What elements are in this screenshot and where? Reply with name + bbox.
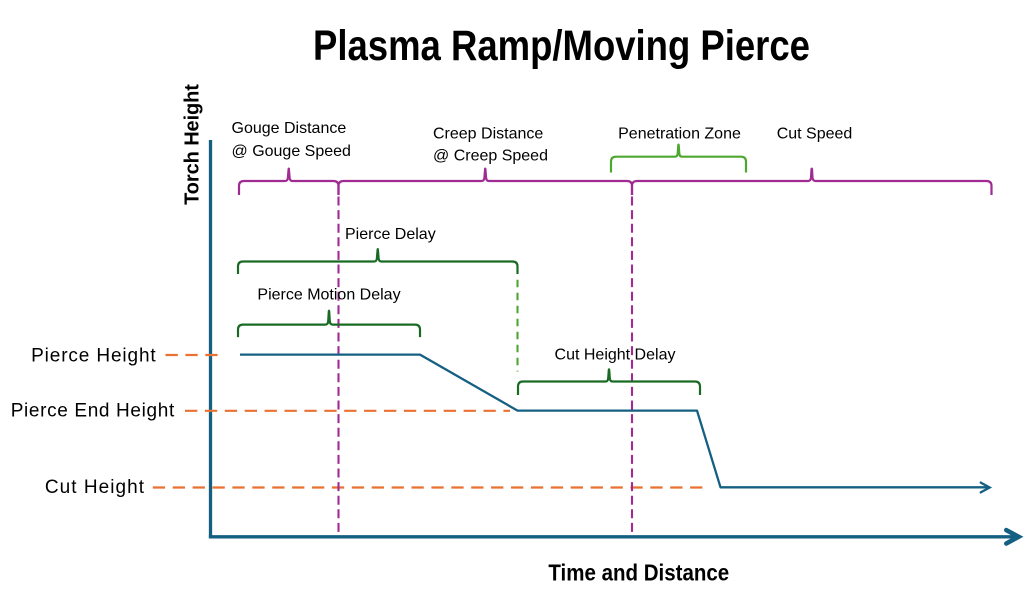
svg-text:Cut Height: Cut Height: [45, 477, 145, 498]
svg-text:Pierce Motion Delay: Pierce Motion Delay: [257, 287, 400, 304]
svg-text:Pierce Height: Pierce Height: [31, 345, 157, 366]
svg-text:Pierce End Height: Pierce End Height: [11, 401, 175, 422]
svg-text:@ Gouge Speed: @ Gouge Speed: [232, 143, 351, 160]
svg-text:@ Creep Speed: @ Creep Speed: [433, 148, 548, 165]
svg-text:Cut Height Delay: Cut Height Delay: [555, 346, 676, 363]
svg-text:Cut Speed: Cut Speed: [777, 125, 853, 142]
svg-text:Gouge Distance: Gouge Distance: [232, 120, 347, 137]
svg-text:Pierce Delay: Pierce Delay: [345, 226, 436, 243]
svg-text:Creep Distance: Creep Distance: [433, 126, 543, 143]
svg-text:Time and Distance: Time and Distance: [548, 559, 729, 585]
svg-text:Plasma Ramp/Moving Pierce: Plasma Ramp/Moving Pierce: [313, 22, 810, 69]
svg-text:Penetration Zone: Penetration Zone: [618, 125, 741, 142]
svg-text:Torch Height: Torch Height: [182, 84, 204, 205]
